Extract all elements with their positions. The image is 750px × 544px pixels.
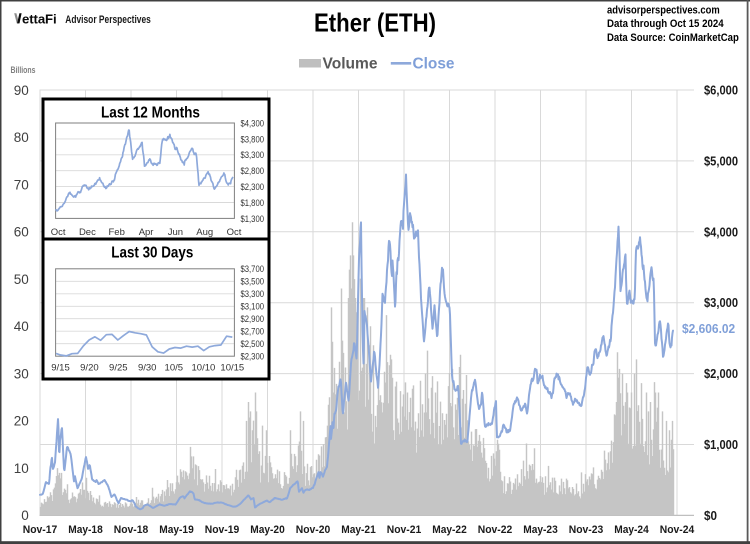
svg-text:Ether (ETH): Ether (ETH): [314, 8, 436, 38]
svg-text:10: 10: [14, 461, 29, 476]
svg-text:70: 70: [14, 177, 29, 192]
svg-text:Nov-20: Nov-20: [296, 524, 331, 536]
svg-text:May-20: May-20: [250, 524, 285, 536]
svg-text:40: 40: [14, 319, 29, 334]
svg-text:$2,300: $2,300: [241, 182, 265, 193]
svg-text:Nov-23: Nov-23: [569, 524, 604, 536]
svg-text:advisorperspectives.com: advisorperspectives.com: [607, 4, 720, 16]
svg-text:Close: Close: [413, 56, 455, 73]
svg-text:Billions: Billions: [11, 65, 36, 75]
svg-text:Nov-21: Nov-21: [387, 524, 422, 536]
svg-text:Feb: Feb: [109, 227, 125, 238]
svg-text:Advisor Perspectives: Advisor Perspectives: [65, 14, 151, 26]
svg-text:10/5: 10/5: [165, 363, 184, 374]
svg-text:$4,000: $4,000: [704, 225, 738, 239]
svg-text:9/15: 9/15: [51, 363, 70, 374]
svg-text:$4,300: $4,300: [241, 118, 265, 129]
svg-text:$3,700: $3,700: [241, 264, 265, 275]
svg-text:$2,900: $2,900: [241, 314, 265, 325]
svg-text:Data through Oct 15 2024: Data through Oct 15 2024: [607, 18, 724, 30]
svg-text:$2,800: $2,800: [241, 166, 265, 177]
svg-text:$1,300: $1,300: [241, 214, 265, 225]
svg-text:$3,000: $3,000: [704, 296, 738, 310]
svg-text:May-19: May-19: [159, 524, 194, 536]
svg-text:Nov-17: Nov-17: [23, 524, 58, 536]
svg-text:Oct: Oct: [227, 227, 242, 238]
svg-text:20: 20: [14, 414, 29, 429]
svg-text:$0: $0: [704, 509, 717, 523]
svg-text:50: 50: [14, 272, 29, 287]
svg-text:$2,606.02: $2,606.02: [682, 322, 735, 336]
svg-text:Data Source: CoinMarketCap: Data Source: CoinMarketCap: [607, 32, 739, 44]
svg-text:May-22: May-22: [432, 524, 467, 536]
svg-text:Last 12 Months: Last 12 Months: [101, 105, 200, 122]
svg-text:30: 30: [14, 366, 29, 381]
svg-text:$3,800: $3,800: [241, 134, 265, 145]
svg-text:Last 30 Days: Last 30 Days: [111, 245, 193, 262]
svg-text:10/15: 10/15: [220, 363, 244, 374]
svg-text:May-24: May-24: [614, 524, 649, 536]
svg-text:Aug: Aug: [196, 227, 213, 238]
svg-text:9/30: 9/30: [138, 363, 157, 374]
svg-text:$2,000: $2,000: [704, 367, 738, 381]
svg-text:10/10: 10/10: [192, 363, 216, 374]
svg-text:Apr: Apr: [139, 227, 154, 238]
svg-text:0: 0: [21, 508, 29, 523]
svg-text:9/20: 9/20: [80, 363, 99, 374]
svg-text:$6,000: $6,000: [704, 84, 738, 98]
svg-text:$3,300: $3,300: [241, 150, 265, 161]
svg-text:May-18: May-18: [68, 524, 103, 536]
svg-text:$1,800: $1,800: [241, 198, 265, 209]
svg-text:Nov-22: Nov-22: [478, 524, 513, 536]
svg-text:$1,000: $1,000: [704, 438, 738, 452]
svg-text:$3,500: $3,500: [241, 277, 265, 288]
svg-text:80: 80: [14, 130, 29, 145]
svg-text:60: 60: [14, 225, 29, 240]
svg-text:Oct: Oct: [51, 227, 66, 238]
svg-text:Jun: Jun: [168, 227, 183, 238]
svg-text:Nov-24: Nov-24: [660, 524, 695, 536]
svg-text:$3,300: $3,300: [241, 289, 265, 300]
svg-text:90: 90: [14, 83, 29, 98]
svg-text:Volume: Volume: [323, 56, 378, 73]
svg-text:Nov-18: Nov-18: [114, 524, 149, 536]
svg-text:$2,300: $2,300: [241, 352, 265, 363]
svg-text:May-21: May-21: [341, 524, 376, 536]
svg-text:Dec: Dec: [79, 227, 96, 238]
svg-text:$2,700: $2,700: [241, 327, 265, 338]
svg-text:May-23: May-23: [523, 524, 558, 536]
svg-text:ettaFi: ettaFi: [22, 11, 57, 26]
svg-text:Nov-19: Nov-19: [205, 524, 240, 536]
svg-text:$3,100: $3,100: [241, 302, 265, 313]
svg-text:9/25: 9/25: [109, 363, 128, 374]
svg-text:$2,500: $2,500: [241, 339, 265, 350]
svg-text:$5,000: $5,000: [704, 154, 738, 168]
